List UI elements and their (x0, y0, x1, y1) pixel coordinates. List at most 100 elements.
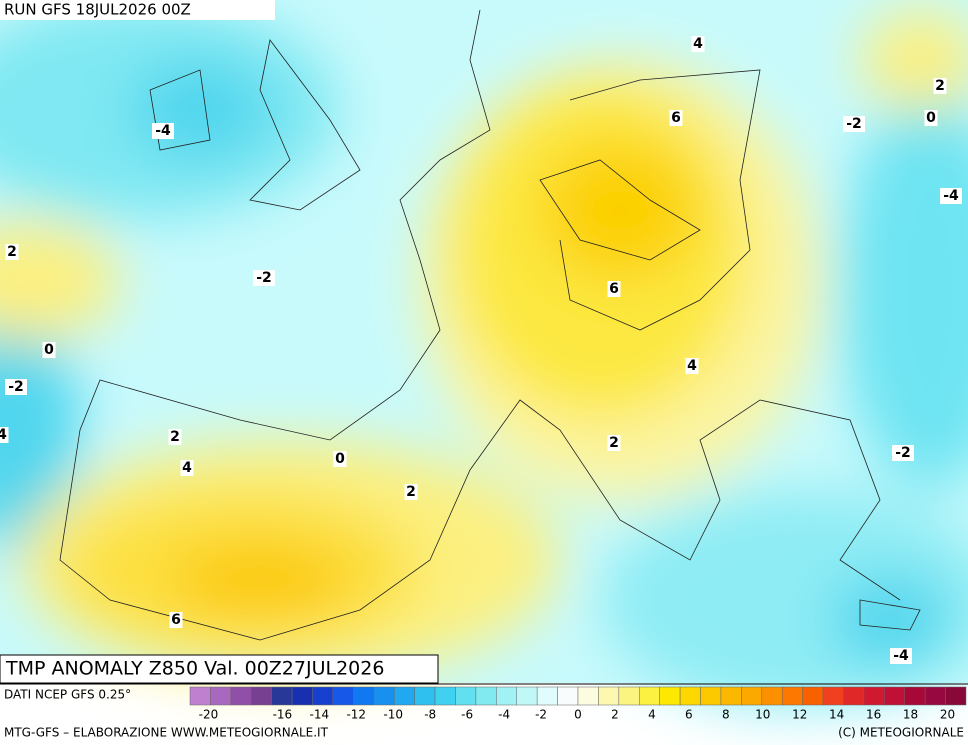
color-swatch (496, 686, 517, 706)
colorbar-tick-label: 2 (611, 708, 619, 722)
colorbar-tick-label: 4 (648, 708, 656, 722)
contour-label-bg (42, 342, 56, 358)
color-swatch (700, 686, 722, 706)
contour-label: 4 (0, 427, 7, 443)
contour-label-bg (890, 648, 912, 664)
header-bg (0, 0, 275, 20)
colorbar-tick-label: -10 (383, 708, 403, 722)
color-swatch (210, 686, 232, 706)
contour-label-bg (940, 188, 962, 204)
color-swatch (230, 686, 252, 706)
color-swatch (577, 686, 599, 706)
contour-label-bg (152, 123, 174, 139)
colorbar-tick-label: -20 (199, 708, 219, 722)
colorbar-tick-label: 16 (866, 708, 881, 722)
contour-label-bg (669, 110, 683, 126)
contour-label-bg (180, 460, 194, 476)
contour-label-bg (333, 451, 347, 467)
colorbar-tick-label: -4 (498, 708, 510, 722)
contour-label-bg (892, 445, 914, 461)
color-swatch (291, 686, 313, 706)
contour-label: 4 (687, 358, 697, 374)
color-swatch (598, 686, 620, 706)
contour-label: -2 (256, 270, 272, 286)
colorbar-tick-label: 10 (755, 708, 770, 722)
color-swatch (659, 686, 681, 706)
contour-label-bg (0, 427, 9, 443)
color-swatch (781, 686, 803, 706)
contour-label-bg (5, 244, 19, 260)
colorbar-tick-label: 18 (903, 708, 918, 722)
color-swatch (353, 686, 375, 706)
credit: MTG-GFS – ELABORAZIONE WWW.METEOGIORNALE… (4, 726, 329, 740)
contour-label: -4 (893, 648, 909, 664)
color-swatch (802, 686, 824, 706)
contour-label: -2 (8, 379, 24, 395)
color-swatch (679, 686, 701, 706)
colorbar-tick-label: 14 (829, 708, 844, 722)
color-swatch (741, 686, 763, 706)
map-title: TMP ANOMALY Z850 Val. 00Z27JUL2026 (5, 658, 384, 680)
color-swatch (312, 686, 334, 706)
color-swatch (332, 686, 354, 706)
color-swatch (189, 686, 211, 706)
title-box (0, 654, 439, 684)
colorbar-tick-label: 6 (685, 708, 693, 722)
contour-label: 4 (693, 36, 703, 52)
colorbar-tick-label: -16 (273, 708, 293, 722)
contour-label-bg (691, 36, 705, 52)
contour-label-bg (5, 379, 27, 395)
color-swatch (761, 686, 783, 706)
colorbar-tick-label: -8 (424, 708, 436, 722)
source: DATI NCEP GFS 0.25° (4, 688, 131, 702)
color-swatch (822, 686, 844, 706)
contour-label: 6 (671, 110, 681, 126)
contour-label: 6 (171, 612, 181, 628)
color-swatch (271, 686, 293, 706)
contour-label: -2 (846, 116, 862, 132)
contour-label-bg (843, 116, 865, 132)
contour-label: 0 (335, 451, 345, 467)
color-swatch (618, 686, 640, 706)
contour-label: 2 (170, 429, 180, 445)
color-swatch (924, 686, 946, 706)
contour-label: 0 (926, 110, 936, 126)
color-swatch (414, 686, 436, 706)
color-swatch (863, 686, 885, 706)
contour-label: 2 (609, 435, 619, 451)
color-swatch (516, 686, 538, 706)
contour-label: 0 (44, 342, 54, 358)
contour-label-bg (685, 358, 699, 374)
color-swatch (639, 686, 660, 706)
contour-label-bg (607, 435, 621, 451)
contour-label: 2 (935, 78, 945, 94)
contour-label: 2 (7, 244, 17, 260)
color-swatch (455, 686, 477, 706)
colorbar-tick-label: -12 (346, 708, 366, 722)
colorbar-tick-label: 8 (722, 708, 730, 722)
colorbar-tick-label: -2 (535, 708, 547, 722)
contour-label-bg (168, 429, 182, 445)
color-swatch (720, 686, 742, 706)
color-swatch (843, 686, 865, 706)
color-swatch (434, 686, 456, 706)
color-swatch (536, 686, 558, 706)
colorbar-tick-label: -6 (461, 708, 473, 722)
colorbar: -20 -16 -14 -12 -10 -8 -6 -4 -2 0 2 4 6 8 10 12 14 16 18 20 (189, 686, 967, 722)
contour-label: -2 (895, 445, 911, 461)
contour-label-bg (607, 281, 621, 297)
colorbar-tick-label: 20 (940, 708, 955, 722)
color-swatch (251, 686, 272, 706)
color-swatch (904, 686, 926, 706)
contour-label: -4 (943, 188, 959, 204)
contour-label: -4 (155, 123, 171, 139)
contour-label-bg (253, 270, 275, 286)
copyright: (C) METEOGIORNALE (838, 726, 964, 740)
contour-label-bg (924, 110, 938, 126)
colorbar-tick-label: -14 (310, 708, 330, 722)
color-swatch (884, 686, 905, 706)
color-swatch (557, 686, 579, 706)
colorbar-tick-label: 12 (792, 708, 807, 722)
